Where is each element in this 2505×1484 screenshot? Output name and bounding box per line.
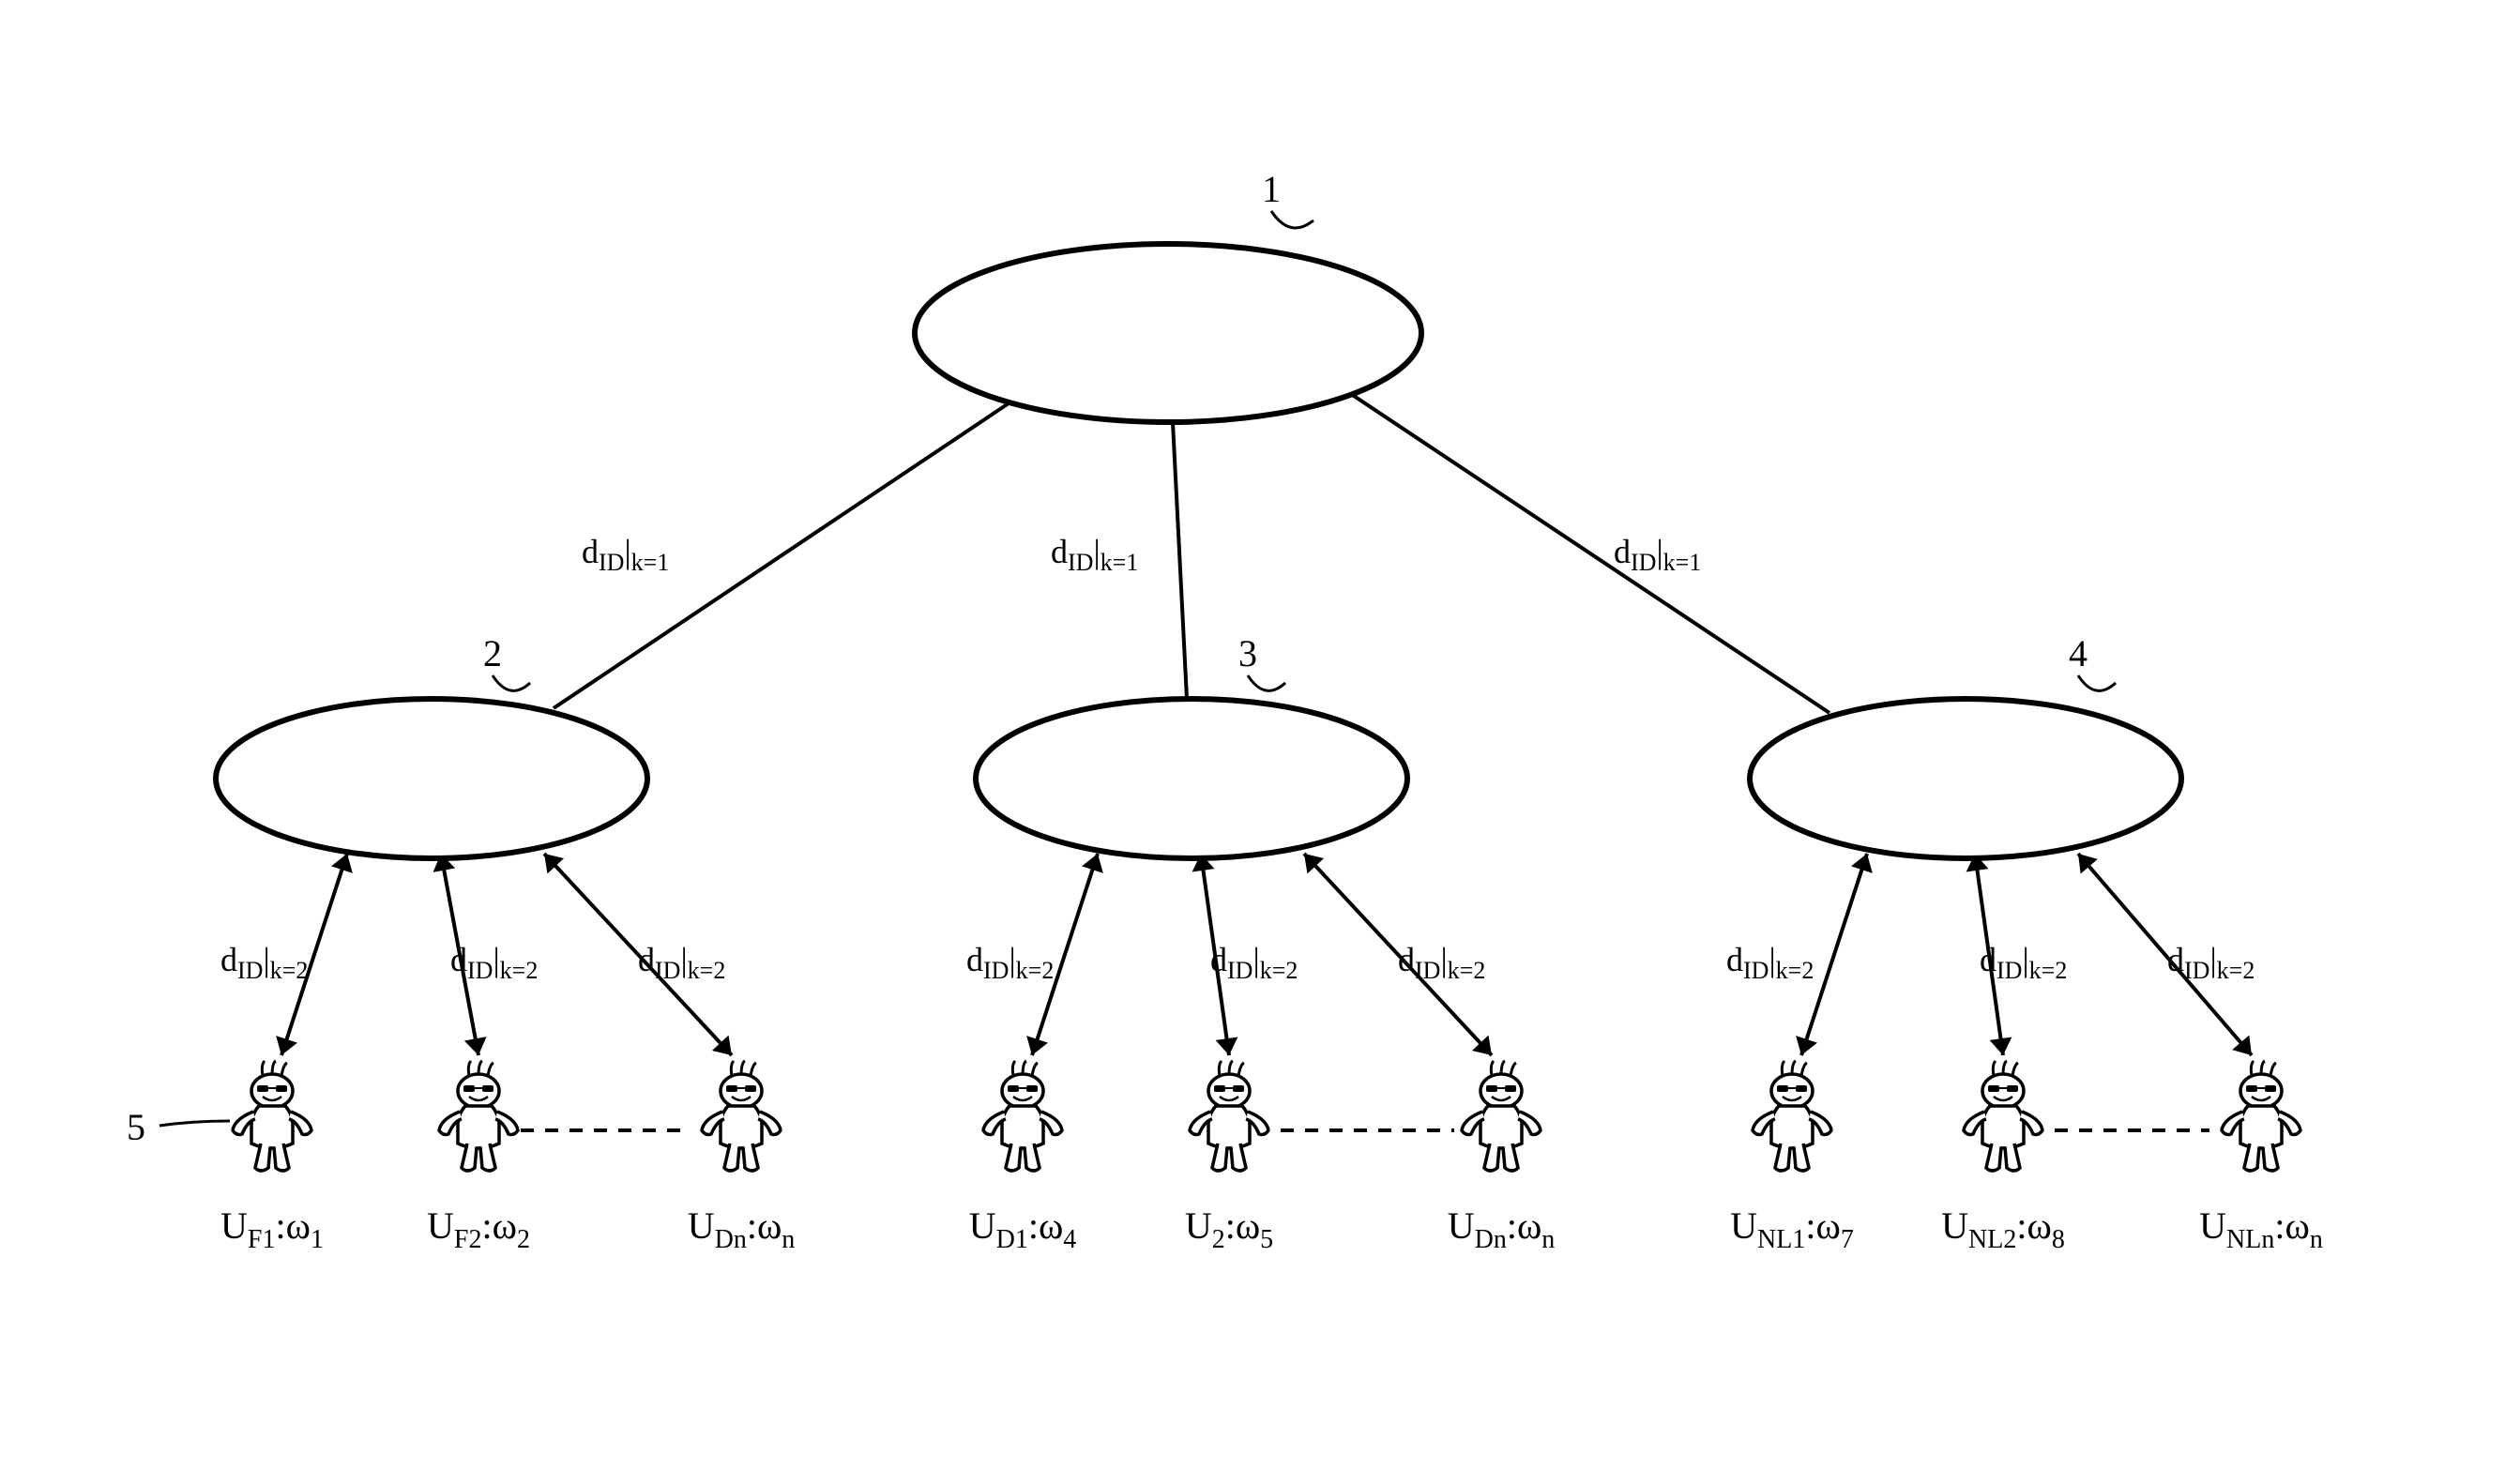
person-icon: [1964, 1061, 2042, 1171]
edge-label: dID|k=2: [220, 941, 308, 984]
user-label: UDn:ωn: [1448, 1204, 1556, 1254]
edge-label: dID|k=1: [582, 533, 669, 576]
user-label: UD1:ω4: [969, 1204, 1077, 1254]
person-icon: [983, 1061, 1062, 1171]
callout-curl: [493, 675, 530, 690]
node-number: 2: [483, 632, 502, 674]
person-icon: [1753, 1061, 1831, 1171]
callout-curl: [159, 1121, 230, 1126]
edge-label: dID|k=2: [2167, 941, 2254, 984]
diagram-canvas: 1 dID|k=1 2 dID|k=1 3 dID|k=1 4 dID|k=2 UF1:ω1 dI…: [0, 0, 2505, 1484]
edge-label: dID|k=2: [1210, 941, 1298, 984]
user-label: UF2:ω2: [427, 1204, 530, 1254]
node-number: 5: [127, 1106, 145, 1148]
node-number: 1: [1262, 168, 1281, 210]
person-icon: [1190, 1061, 1268, 1171]
edge-label: dID|k=1: [1051, 533, 1138, 576]
edge-label: dID|k=1: [1614, 533, 1701, 576]
user-label: U2:ω5: [1185, 1204, 1273, 1254]
person-icon: [439, 1061, 518, 1171]
callout-curl: [1271, 211, 1313, 228]
user-label: UNL2:ω8: [1941, 1204, 2065, 1254]
edge-label: dID|k=2: [638, 941, 725, 984]
person-icon: [702, 1061, 781, 1171]
mid-node: [216, 699, 647, 858]
user-label: UNL1:ω7: [1730, 1204, 1854, 1254]
node-number: 4: [2069, 632, 2088, 674]
person-icon: [233, 1061, 311, 1171]
root-node: [915, 244, 1421, 422]
nodes-layer: [216, 244, 2181, 858]
mid-node: [1750, 699, 2181, 858]
user-label: UNLn:ωn: [2199, 1204, 2323, 1254]
node-number: 3: [1238, 632, 1257, 674]
edge-label: dID|k=2: [450, 941, 538, 984]
people-layer: [233, 1061, 2300, 1171]
user-label: UDn:ωn: [688, 1204, 796, 1254]
person-icon: [2222, 1061, 2300, 1171]
edge-label: dID|k=2: [1398, 941, 1485, 984]
callout-curl: [1248, 675, 1285, 690]
mid-node: [976, 699, 1407, 858]
user-label: UF1:ω1: [220, 1204, 324, 1254]
person-icon: [1462, 1061, 1541, 1171]
edge-label: dID|k=2: [1980, 941, 2067, 984]
edge-label: dID|k=2: [1726, 941, 1814, 984]
callout-curl: [2078, 675, 2116, 690]
edge-label: dID|k=2: [966, 941, 1054, 984]
